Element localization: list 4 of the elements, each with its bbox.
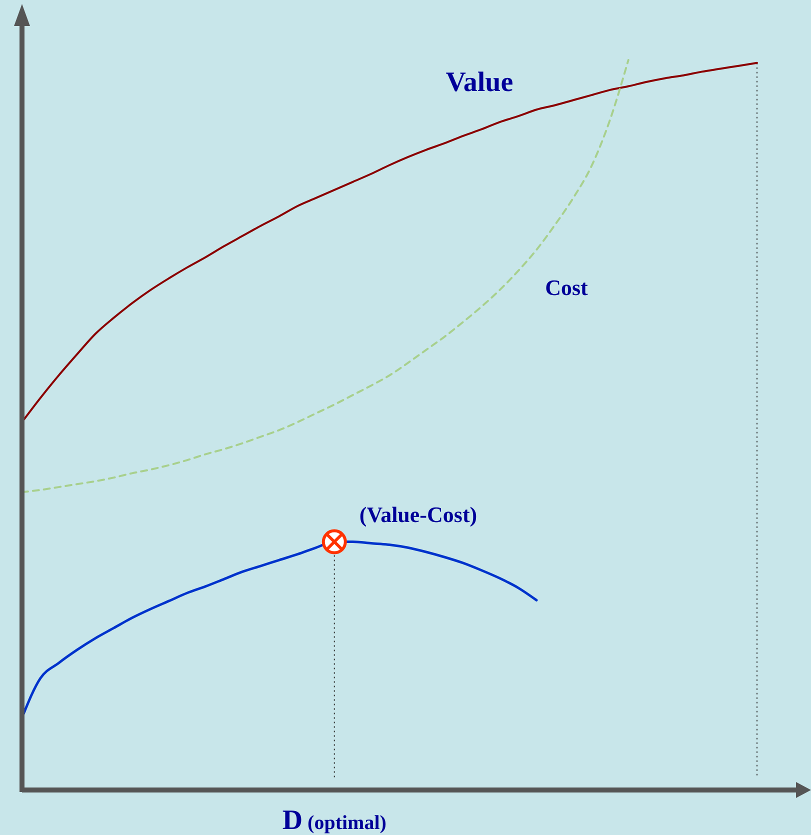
text: D (optimal) [282,805,386,835]
series-label: Value [446,67,514,98]
series-label: (Value-Cost) [359,502,478,527]
series-label: Cost [545,274,589,300]
